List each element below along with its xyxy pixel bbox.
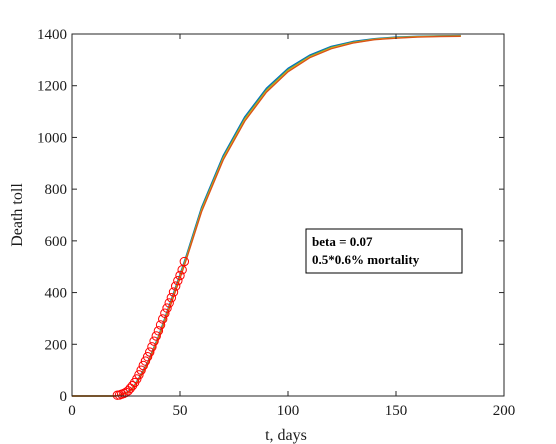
plot-area (72, 34, 461, 400)
observed-point (138, 360, 148, 371)
observed-point (149, 336, 159, 346)
x-tick-label: 200 (493, 403, 516, 419)
observed-point (136, 365, 146, 375)
annotation-box: beta = 0.07 0.5*0.6% mortality (305, 228, 463, 274)
observed-point (179, 256, 190, 267)
observed-point (166, 293, 177, 303)
annotation-line-1: beta = 0.07 (312, 234, 373, 249)
y-tick-label: 600 (45, 234, 68, 250)
observed-point (151, 331, 161, 341)
annotation-line-2: 0.5*0.6% mortality (312, 252, 420, 267)
observed-point (140, 356, 151, 366)
observed-point (153, 326, 164, 336)
observed-point (147, 342, 157, 352)
annotation-frame (305, 228, 463, 274)
observed-point (162, 303, 172, 313)
observed-point (127, 380, 138, 391)
x-tick-label: 100 (277, 403, 300, 419)
y-tick-label: 200 (45, 337, 68, 353)
observed-point (155, 320, 166, 330)
observed-point (164, 298, 174, 308)
observed-point (158, 314, 168, 324)
observed-point (160, 308, 170, 318)
observed-point (173, 275, 183, 286)
model-curve-2 (72, 35, 461, 397)
observed-point (168, 287, 179, 297)
axes: 0 50 100 150 200 0 200 400 600 800 1000 1200 1400 (37, 27, 515, 419)
y-axis-label: Death toll (9, 183, 26, 247)
x-axis-label: t, days (265, 427, 307, 444)
observed-point (142, 352, 153, 362)
y-tick-label: 400 (45, 286, 68, 302)
observed-point (170, 281, 181, 291)
plot-frame (71, 33, 505, 397)
observed-point (175, 270, 185, 281)
observed-point (134, 370, 144, 380)
x-tick-label: 150 (385, 403, 408, 419)
y-tick-label: 1200 (37, 79, 67, 95)
observed-point (145, 347, 155, 357)
y-tick-label: 800 (45, 182, 68, 198)
y-tick-label: 1400 (37, 27, 67, 43)
x-tick-label: 50 (173, 403, 188, 419)
x-tick-label: 0 (68, 403, 76, 419)
y-tick-label: 1000 (37, 130, 67, 146)
y-tick-label: 0 (60, 389, 68, 405)
